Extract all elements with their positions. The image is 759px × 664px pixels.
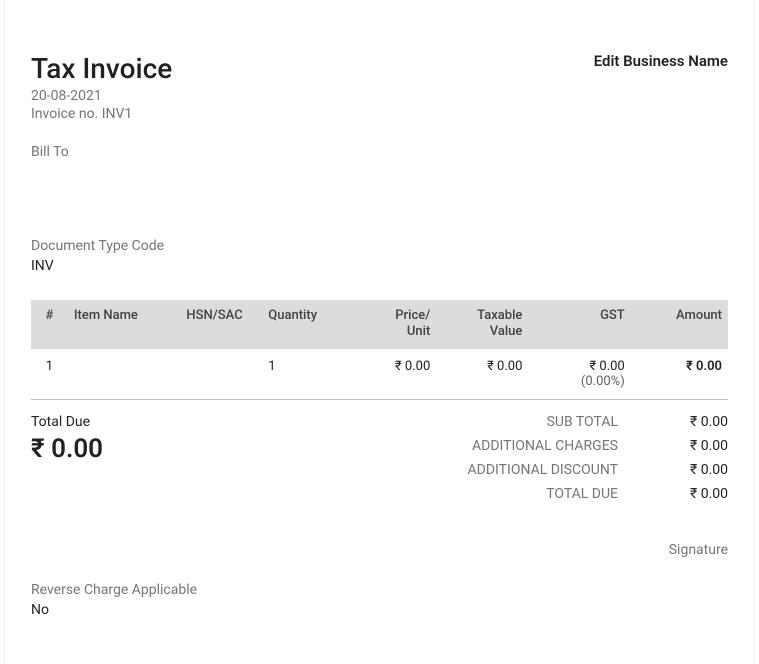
cell-gst-percent: (0.00%) xyxy=(581,374,625,389)
col-header-item-name: Item Name xyxy=(68,300,181,350)
summary-row-total-due: TOTAL DUE ₹ 0.00 xyxy=(448,486,728,502)
summary-block: SUB TOTAL ₹ 0.00 ADDITIONAL CHARGES ₹ 0.… xyxy=(448,414,728,510)
signature-label: Signature xyxy=(31,542,728,558)
invoice-title: Tax Invoice xyxy=(31,52,172,86)
col-header-price-line1: Price/ xyxy=(395,308,430,323)
table-header-row: # Item Name HSN/SAC Quantity Price/ Unit… xyxy=(31,300,728,350)
col-header-number: # xyxy=(31,300,68,350)
reverse-charge-value: No xyxy=(31,602,728,618)
document-type-block: Document Type Code INV xyxy=(31,238,728,274)
header-left: Tax Invoice 20-08-2021 Invoice no. INV1 xyxy=(31,52,172,122)
col-header-amount: Amount xyxy=(631,300,728,350)
summary-total-due-value: ₹ 0.00 xyxy=(658,486,728,502)
edit-business-name-link[interactable]: Edit Business Name xyxy=(594,52,728,70)
totals-section: Total Due ₹ 0.00 SUB TOTAL ₹ 0.00 ADDITI… xyxy=(31,414,728,510)
summary-total-due-label: TOTAL DUE xyxy=(448,486,618,502)
document-type-value: INV xyxy=(31,258,728,274)
cell-amount: ₹ 0.00 xyxy=(631,349,728,400)
header-row: Tax Invoice 20-08-2021 Invoice no. INV1 … xyxy=(31,52,728,122)
invoice-date: 20-08-2021 xyxy=(31,88,172,104)
cell-price: ₹ 0.00 xyxy=(334,349,436,400)
additional-discount-value: ₹ 0.00 xyxy=(658,462,728,478)
additional-discount-label: ADDITIONAL DISCOUNT xyxy=(448,462,618,478)
total-due-block: Total Due ₹ 0.00 xyxy=(31,414,103,510)
cell-number: 1 xyxy=(31,349,68,400)
col-header-price-line2: Unit xyxy=(407,324,430,339)
additional-charges-label: ADDITIONAL CHARGES xyxy=(448,438,618,454)
invoice-page: Tax Invoice 20-08-2021 Invoice no. INV1 … xyxy=(4,0,755,664)
cell-item-name xyxy=(68,349,181,400)
reverse-charge-block: Reverse Charge Applicable No xyxy=(31,582,728,618)
total-due-amount: ₹ 0.00 xyxy=(31,434,103,464)
col-header-quantity: Quantity xyxy=(262,300,334,350)
cell-taxable: ₹ 0.00 xyxy=(436,349,528,400)
additional-charges-value: ₹ 0.00 xyxy=(658,438,728,454)
col-header-taxable-line1: Taxable xyxy=(477,308,522,323)
col-header-taxable: Taxable Value xyxy=(436,300,528,350)
total-due-label: Total Due xyxy=(31,414,103,430)
summary-row-additional-discount: ADDITIONAL DISCOUNT ₹ 0.00 xyxy=(448,462,728,478)
cell-quantity: 1 xyxy=(262,349,334,400)
reverse-charge-label: Reverse Charge Applicable xyxy=(31,582,728,598)
invoice-number: Invoice no. INV1 xyxy=(31,106,172,122)
document-type-label: Document Type Code xyxy=(31,238,728,254)
col-header-hsn: HSN/SAC xyxy=(180,300,262,350)
subtotal-label: SUB TOTAL xyxy=(448,414,618,430)
subtotal-value: ₹ 0.00 xyxy=(658,414,728,430)
cell-hsn xyxy=(180,349,262,400)
items-table: # Item Name HSN/SAC Quantity Price/ Unit… xyxy=(31,300,728,401)
col-header-price: Price/ Unit xyxy=(334,300,436,350)
col-header-taxable-line2: Value xyxy=(490,324,523,339)
cell-gst-amount: ₹ 0.00 xyxy=(589,359,624,374)
bill-to-label: Bill To xyxy=(31,144,728,160)
table-row: 1 1 ₹ 0.00 ₹ 0.00 ₹ 0.00 (0.00%) ₹ 0.00 xyxy=(31,349,728,400)
col-header-gst: GST xyxy=(528,300,630,350)
cell-gst: ₹ 0.00 (0.00%) xyxy=(528,349,630,400)
summary-row-subtotal: SUB TOTAL ₹ 0.00 xyxy=(448,414,728,430)
summary-row-additional-charges: ADDITIONAL CHARGES ₹ 0.00 xyxy=(448,438,728,454)
